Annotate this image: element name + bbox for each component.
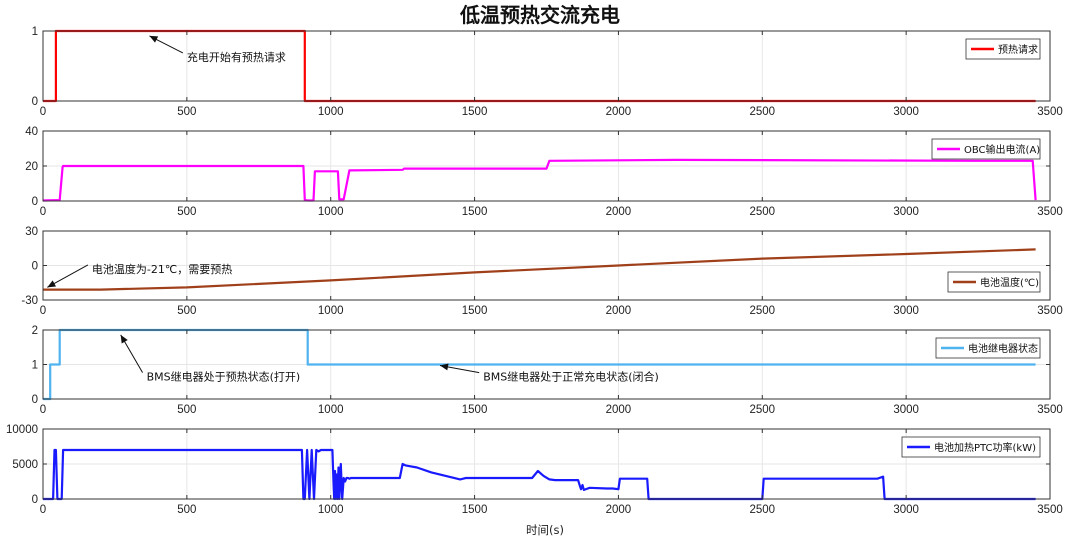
x-tick-label: 3000 [893, 206, 919, 218]
legend-box [935, 337, 1041, 359]
x-tick-label: 500 [177, 305, 196, 317]
y-tick-label: 20 [25, 161, 38, 173]
x-tick-label: 500 [177, 206, 196, 218]
panel-temp: 0 500 1000 1500 2000 2500 3000 3500-30030电池温度(℃… [21, 226, 1062, 317]
legend-box [947, 271, 1041, 293]
legend-ptc: 电池加热PTC功率(kW) [901, 436, 1041, 458]
x-tick-label: 1500 [462, 206, 488, 218]
y-tick-label: 10000 [6, 424, 38, 436]
x-tick-label: 0 [40, 305, 46, 317]
legend-preheat: 预热请求 [965, 38, 1041, 60]
legend-box [965, 38, 1041, 60]
series-line-bms [43, 328, 1036, 401]
x-tick-label: 0 [40, 206, 46, 218]
y-tick-label: 0 [32, 196, 38, 208]
legend-temp: 电池温度(℃) [947, 271, 1041, 293]
x-tick-label: 0 [40, 106, 46, 118]
x-tick-label: 1000 [318, 504, 344, 516]
series-line-ptc [43, 448, 1036, 501]
panel-obc: 0 500 1000 1500 2000 2500 3000 3500 0 20 40 OBC输出电流… [25, 126, 1063, 218]
x-tick-label: 1500 [462, 305, 488, 317]
x-tick-label: 3500 [1037, 305, 1063, 317]
x-tick-label: 1000 [318, 305, 344, 317]
x-tick-label: 3000 [893, 404, 919, 416]
x-tick-label: 3500 [1037, 504, 1063, 516]
x-tick-label: 0 [40, 504, 46, 516]
y-tick-label: -30 [21, 295, 38, 307]
x-tick-label: 2500 [749, 106, 775, 118]
legend-box [931, 138, 1041, 160]
annotation-text: BMS继电器处于正常充电状态(闭合) [483, 370, 659, 384]
y-tick-label: 40 [25, 126, 38, 138]
legend-label: 预热请求 [998, 43, 1038, 56]
y-tick-label: 0 [32, 394, 38, 406]
x-tick-label: 3500 [1037, 206, 1063, 218]
x-tick-label: 2000 [606, 206, 632, 218]
legend-label: OBC输出电流(A) [964, 143, 1040, 156]
x-tick-label: 3500 [1037, 106, 1063, 118]
x-tick-label: 1500 [462, 404, 488, 416]
panel-bms: 0 500 1000 1500 2000 2500 3000 3500 0 1 2 电池继电器状态 BM… [32, 325, 1063, 416]
chart-title: 低温预热交流充电 [459, 3, 620, 27]
x-tick-label: 2000 [606, 106, 632, 118]
annotation-arrow-head [440, 363, 449, 371]
y-tick-label: 0 [32, 261, 38, 273]
x-tick-label: 1500 [462, 106, 488, 118]
x-tick-label: 1000 [318, 206, 344, 218]
axes-frame [42, 30, 1051, 102]
panel-preheat: 0 500 1000 1500 2000 2500 3000 3500 0 1 预热请求充电开始有预… [32, 26, 1063, 118]
annotation: BMS继电器处于正常充电状态(闭合) [439, 363, 659, 384]
x-tick-label: 3500 [1037, 404, 1063, 416]
legend-bms: 电池继电器状态 [935, 337, 1041, 359]
panel-ptc: 0 500 1000 1500 2000 2500 3000 3500 0 5000 10000 电池… [6, 424, 1063, 516]
x-tick-label: 500 [177, 404, 196, 416]
series-line-temp [43, 248, 1036, 291]
annotation: BMS继电器处于预热状态(打开) [120, 334, 301, 384]
x-tick-label: 2000 [606, 404, 632, 416]
y-tick-label: 1 [32, 26, 38, 38]
y-tick-label: 1 [32, 360, 38, 372]
legend-box [901, 436, 1041, 458]
y-tick-label: 30 [25, 226, 38, 238]
annotation-text: 充电开始有预热请求 [187, 50, 286, 64]
x-tick-label: 2500 [749, 504, 775, 516]
x-tick-label: 1500 [462, 504, 488, 516]
series-line-preheat [43, 29, 1036, 103]
annotation: 充电开始有预热请求 [149, 35, 286, 64]
plot-panels: 0 500 1000 1500 2000 2500 3000 350001预热请求充电开始有预… [6, 26, 1063, 516]
x-tick-label: 500 [177, 504, 196, 516]
annotation-arrow-head [47, 280, 57, 288]
legend-label: 电池继电器状态 [968, 342, 1038, 355]
x-tick-label: 2000 [606, 504, 632, 516]
y-tick-label: 0 [32, 96, 38, 108]
x-axis-label: 时间(s) [526, 523, 564, 537]
x-tick-label: 1000 [318, 106, 344, 118]
x-tick-label: 3000 [893, 106, 919, 118]
annotation: 电池温度为-21℃，需要预热 [47, 262, 232, 288]
legend-obc: OBC输出电流(A) [931, 138, 1041, 160]
annotation-text: 电池温度为-21℃，需要预热 [92, 262, 232, 276]
x-tick-label: 2000 [606, 305, 632, 317]
x-tick-label: 1000 [318, 404, 344, 416]
x-tick-label: 500 [177, 106, 196, 118]
x-tick-label: 0 [40, 404, 46, 416]
x-tick-label: 3000 [893, 504, 919, 516]
legend-label: 电池温度(℃) [980, 276, 1039, 289]
x-tick-label: 2500 [749, 305, 775, 317]
series-line-obc [42, 158, 1037, 202]
y-tick-label: 0 [32, 494, 38, 506]
x-tick-label: 2500 [749, 404, 775, 416]
y-tick-label: 2 [32, 325, 38, 337]
y-tick-label: 5000 [12, 459, 38, 471]
x-tick-label: 3000 [893, 305, 919, 317]
legend-label: 电池加热PTC功率(kW) [934, 441, 1036, 454]
annotation-arrow-head [120, 334, 128, 344]
x-tick-label: 2500 [749, 206, 775, 218]
annotation-text: BMS继电器处于预热状态(打开) [147, 370, 301, 384]
annotation-arrow-head [149, 35, 159, 43]
